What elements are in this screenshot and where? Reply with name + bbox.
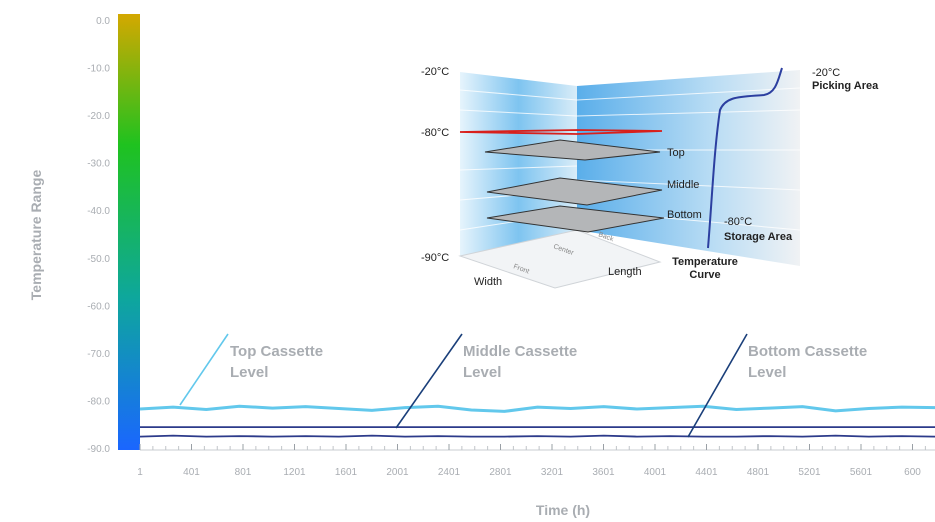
x-tick-label: 2801 [489, 467, 512, 478]
inset-label-minus20: -20°C [421, 66, 449, 78]
x-tick-label: 801 [235, 467, 252, 478]
x-tick-label: 1201 [283, 467, 306, 478]
x-tick-label: 600 [904, 467, 921, 478]
inset-curve-label-1: Temperature [672, 256, 738, 268]
inset-curve-label-2: Curve [689, 269, 720, 281]
x-axis-title: Time (h) [536, 502, 590, 518]
y-tick-label: -10.0 [87, 64, 110, 75]
y-axis-title: Temperature Range [28, 170, 44, 301]
inset-storage-area: Storage Area [724, 231, 793, 243]
y-tick-label: -50.0 [87, 254, 110, 265]
y-tick-label: -20.0 [87, 111, 110, 122]
x-tick-label: 4401 [695, 467, 718, 478]
x-tick-label: 2001 [386, 467, 409, 478]
x-tick-label: 3601 [592, 467, 615, 478]
y-tick-label: -40.0 [87, 206, 110, 217]
y-tick-label: -70.0 [87, 349, 110, 360]
y-tick-label: 0.0 [96, 16, 110, 27]
x-tick-label: 1 [137, 467, 143, 478]
callout-bottom: Bottom Cassette Level [688, 334, 867, 437]
x-axis-ticks: 1 401 801 1201 1601 2001 2401 2801 3201 3601 4001 4… [137, 444, 925, 478]
callout-top-pointer [180, 334, 228, 405]
x-tick-label: 2401 [438, 467, 461, 478]
y-axis-ticks: 0.0 -10.0 -20.0 -30.0 -40.0 -50.0 -60.0 -70.0 -8… [87, 16, 110, 455]
inset-label-bottom: Bottom [667, 209, 702, 221]
callout-middle-line1: Middle Cassette [463, 343, 577, 360]
series-line-top [140, 406, 935, 411]
y-tick-label: -30.0 [87, 159, 110, 170]
y-tick-label: -80.0 [87, 396, 110, 407]
y-tick-label: -60.0 [87, 301, 110, 312]
inset-right-temp-top: -20°C [812, 67, 840, 79]
callout-middle: Middle Cassette Level [396, 334, 577, 428]
callout-top-line1: Top Cassette [230, 343, 323, 360]
callout-top-line2: Level [230, 364, 268, 381]
inset-illustration: -20°C -80°C -90°C Top Middle Bottom -20°… [421, 66, 879, 288]
x-tick-label: 401 [183, 467, 200, 478]
series-line-bottom [140, 436, 935, 437]
callout-bottom-pointer [688, 334, 747, 437]
inset-label-top: Top [667, 147, 685, 159]
callout-middle-line2: Level [463, 364, 501, 381]
callout-middle-pointer [396, 334, 462, 428]
inset-picking-area: Picking Area [812, 80, 879, 92]
series-group [140, 406, 935, 436]
inset-label-minus80: -80°C [421, 127, 449, 139]
colorbar [118, 14, 140, 450]
inset-axis-width: Width [474, 276, 502, 288]
x-tick-label: 3201 [541, 467, 564, 478]
callout-bottom-line2: Level [748, 364, 786, 381]
inset-right-temp-mid: -80°C [724, 216, 752, 228]
callout-top: Top Cassette Level [180, 334, 323, 405]
y-tick-label: -90.0 [87, 444, 110, 455]
x-tick-label: 5601 [850, 467, 873, 478]
inset-label-middle: Middle [667, 179, 699, 191]
x-tick-label: 5201 [798, 467, 821, 478]
x-tick-label: 4001 [644, 467, 667, 478]
inset-label-minus90: -90°C [421, 252, 449, 264]
callout-bottom-line1: Bottom Cassette [748, 343, 867, 360]
x-tick-label: 1601 [335, 467, 358, 478]
inset-axis-length: Length [608, 266, 642, 278]
x-tick-label: 4801 [747, 467, 770, 478]
